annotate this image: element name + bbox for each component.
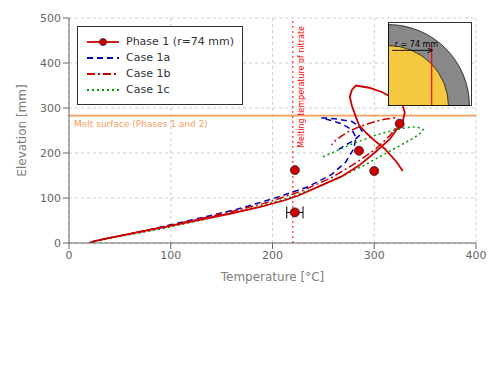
svg-text:200: 200 (40, 147, 61, 160)
html-text:Case 1b: Case 1b (126, 67, 171, 80)
svg-text:300: 300 (40, 102, 61, 115)
svg-text:0: 0 (54, 237, 61, 250)
html-text:Case 1c: Case 1c (126, 83, 170, 96)
svg-text:0: 0 (66, 249, 73, 262)
svg-text:r = 74 mm: r = 74 mm (395, 40, 439, 49)
svg-text:Temperature [°C]: Temperature [°C] (220, 270, 325, 284)
svg-text:Melt surface (Phases 1 and 2): Melt surface (Phases 1 and 2) (74, 119, 208, 129)
svg-text:500: 500 (40, 12, 61, 25)
svg-text:Elevation [mm]: Elevation [mm] (15, 84, 29, 176)
svg-text:200: 200 (262, 249, 283, 262)
svg-text:400: 400 (466, 249, 487, 262)
html-text:Case 1a: Case 1a (126, 51, 171, 64)
svg-text:Melting temperature of nitrate: Melting temperature of nitrate (297, 26, 306, 148)
svg-text:100: 100 (160, 249, 181, 262)
svg-text:400: 400 (40, 57, 61, 70)
svg-text:300: 300 (364, 249, 385, 262)
html-text:Phase 1 (r=74 mm): Phase 1 (r=74 mm) (126, 35, 235, 48)
svg-text:100: 100 (40, 192, 61, 205)
